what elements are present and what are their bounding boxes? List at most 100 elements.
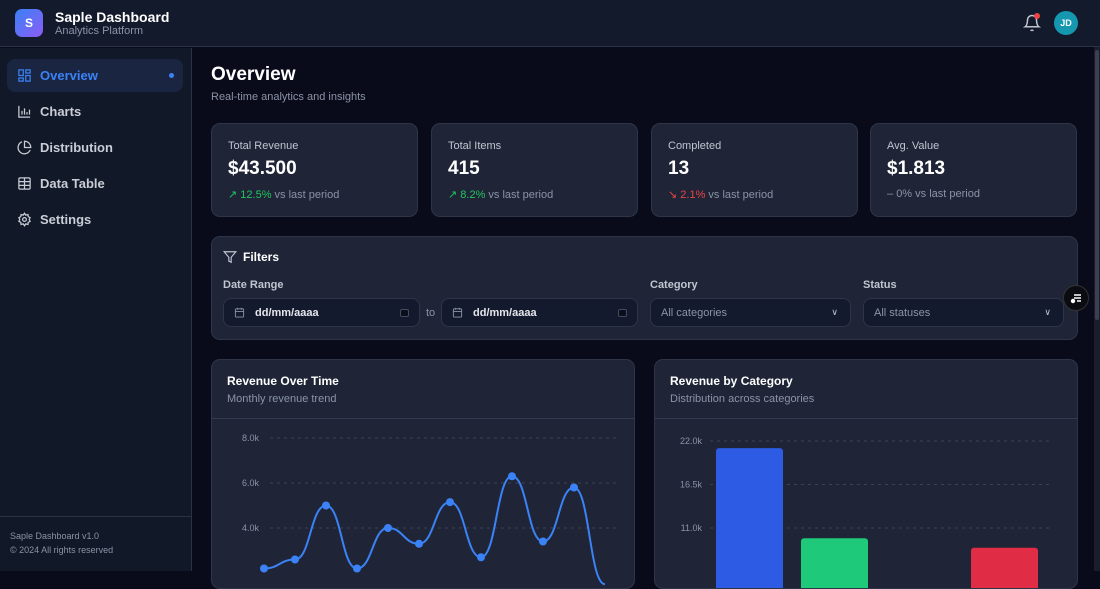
stat-card-completed: Completed 13 ↘ 2.1% vs last period [651,123,858,217]
change-suffix: vs last period [708,189,774,201]
notification-badge [1034,13,1040,19]
date-picker-button[interactable] [618,309,627,317]
data-point [570,483,578,492]
sidebar: Overview Charts Distribution Data Table … [0,48,192,571]
line-chart: 8.0k 6.0k 4.0k [242,433,620,586]
data-point [353,564,361,573]
y-tick-label: 11.0k [681,523,703,533]
data-point [446,498,454,507]
stat-label: Total Revenue [228,140,299,152]
date-to-value: dd/mm/aaaa [473,306,537,319]
bar-chart: 22.0k 16.5k 11.0k [680,436,1053,588]
change-value: 12.5% [240,189,272,201]
y-tick-label: 8.0k [242,433,260,443]
divider [212,418,634,419]
trend-up-icon: ↗ [448,189,461,201]
chart-subtitle: Distribution across categories [670,393,815,405]
date-range-separator: to [426,307,436,319]
sidebar-item-label: Distribution [40,140,113,155]
sidebar-footer: Saple Dashboard v1.0 © 2024 All rights r… [0,516,192,569]
date-from-input[interactable]: dd/mm/aaaa [223,298,420,327]
footer-version: Saple Dashboard v1.0 [10,531,100,541]
gear-icon [18,212,31,227]
data-point [384,524,392,532]
change-value: 0% [896,188,913,200]
status-label: Status [863,279,897,291]
y-tick-label: 22.0k [680,436,703,446]
bell-icon[interactable] [1023,14,1041,32]
revenue-by-category-card: Revenue by Category Distribution across … [654,359,1078,589]
change-suffix: vs last period [488,189,554,201]
filters-title: Filters [243,250,280,264]
stat-label: Completed [668,140,722,152]
stat-change: – 0% vs last period [887,188,980,200]
page-subtitle: Real-time analytics and insights [211,91,366,103]
data-point [260,564,268,573]
sidebar-item-distribution[interactable]: Distribution [7,131,183,164]
stat-value: $43.500 [228,158,297,179]
stat-card-avg-value: Avg. Value $1.813 – 0% vs last period [870,123,1077,217]
change-value: 2.1% [680,189,706,201]
change-suffix: vs last period [915,188,980,200]
stat-card-total-items: Total Items 415 ↗ 8.2% vs last period [431,123,638,217]
sidebar-item-label: Data Table [40,176,105,191]
category-value: All categories [661,306,728,319]
page-title: Overview [211,64,296,85]
status-select[interactable]: All statuses ∨ [863,298,1064,327]
trend-flat-icon: – [887,188,897,200]
series-line [263,475,606,586]
calendar-icon [234,307,245,318]
data-point [415,539,423,548]
sidebar-item-charts[interactable]: Charts [7,95,183,128]
data-point [477,553,485,562]
trend-down-icon: ↘ [668,189,681,201]
revenue-over-time-card: Revenue Over Time Monthly revenue trend … [211,359,635,589]
data-point [291,555,299,564]
pie-chart-icon [17,140,32,155]
change-suffix: vs last period [274,189,340,201]
y-tick-label: 6.0k [242,478,260,488]
bar [716,448,783,588]
bar [971,547,1038,588]
stat-change: ↘ 2.1% vs last period [668,188,773,201]
change-value: 8.2% [460,189,486,201]
stat-label: Avg. Value [887,140,940,152]
category-select[interactable]: All categories ∨ [650,298,851,327]
sidebar-item-data-table[interactable]: Data Table [7,167,183,200]
stat-value: 13 [668,158,690,179]
chart-subtitle: Monthly revenue trend [227,393,337,405]
stat-value: 415 [448,158,480,179]
y-tick-label: 4.0k [242,523,260,533]
date-picker-button[interactable] [400,309,409,317]
date-range-label: Date Range [223,279,284,291]
app-subtitle: Analytics Platform [55,25,144,37]
y-tick-label: 16.5k [680,480,703,490]
app-title: Saple Dashboard [55,9,170,25]
footer-copyright: © 2024 All rights reserved [10,545,114,555]
sidebar-item-label: Charts [40,104,82,119]
date-to-input[interactable]: dd/mm/aaaa [441,298,638,327]
table-icon [18,177,31,190]
list-settings-icon [1070,294,1081,304]
stat-value: $1.813 [887,158,946,179]
stat-label: Total Items [448,140,502,152]
floating-settings-button[interactable] [1063,285,1089,311]
category-label: Category [650,279,698,291]
sidebar-item-overview[interactable]: Overview [7,59,183,92]
trend-up-icon: ↗ [228,189,241,201]
scrollbar-thumb[interactable] [1095,50,1099,320]
user-avatar[interactable]: JD [1054,11,1078,35]
sidebar-item-settings[interactable]: Settings [7,203,183,236]
top-header: S Saple Dashboard Analytics Platform JD [0,0,1100,47]
bar-chart-icon [18,105,31,118]
divider [655,418,1077,419]
active-indicator [169,73,174,78]
grid-icon [18,69,31,82]
chevron-down-icon: ∨ [831,307,838,317]
data-point [322,501,330,510]
chart-title: Revenue by Category [670,374,793,388]
date-from-value: dd/mm/aaaa [255,306,319,319]
chart-title: Revenue Over Time [227,374,339,388]
calendar-icon [452,307,463,318]
stat-change: ↗ 8.2% vs last period [448,188,553,201]
